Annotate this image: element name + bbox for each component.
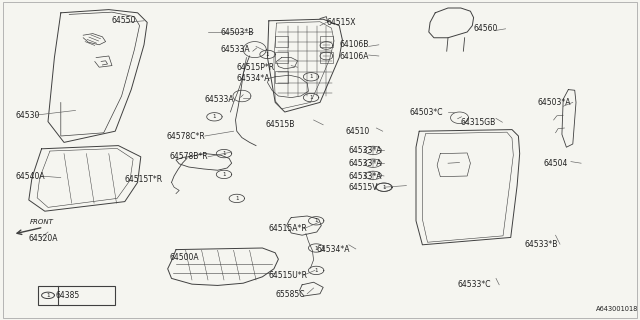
Text: 64560: 64560 bbox=[474, 24, 498, 33]
Bar bbox=[320, 36, 333, 47]
Text: 1: 1 bbox=[235, 196, 239, 201]
Bar bbox=[275, 71, 288, 83]
Text: 64315GB: 64315GB bbox=[461, 118, 496, 127]
Text: 64515X: 64515X bbox=[326, 18, 356, 27]
Text: 64533*C: 64533*C bbox=[458, 280, 491, 289]
Text: 64515A*R: 64515A*R bbox=[269, 224, 308, 233]
Text: 64578B*R: 64578B*R bbox=[170, 152, 208, 161]
Text: 64533*B: 64533*B bbox=[525, 240, 558, 249]
Text: 64510: 64510 bbox=[346, 127, 370, 136]
Text: 1: 1 bbox=[212, 114, 216, 119]
Text: 1: 1 bbox=[314, 218, 318, 223]
Text: 64385: 64385 bbox=[55, 291, 79, 300]
Text: 1: 1 bbox=[46, 293, 50, 298]
Text: 64533A: 64533A bbox=[221, 45, 250, 54]
Text: 64533A: 64533A bbox=[205, 95, 234, 104]
Text: A643001018: A643001018 bbox=[596, 306, 639, 312]
Text: 64503*B: 64503*B bbox=[221, 28, 254, 36]
Text: 64106A: 64106A bbox=[339, 52, 369, 60]
Text: 64534*A: 64534*A bbox=[317, 245, 350, 254]
Text: 65585C: 65585C bbox=[275, 290, 305, 299]
Text: 64515V: 64515V bbox=[349, 183, 378, 192]
Text: 64578C*R: 64578C*R bbox=[166, 132, 205, 140]
Bar bbox=[38, 286, 115, 305]
Text: 1: 1 bbox=[314, 245, 318, 251]
Text: 64533*A: 64533*A bbox=[349, 146, 382, 155]
Text: 64503*A: 64503*A bbox=[538, 98, 571, 107]
Text: 64504: 64504 bbox=[544, 159, 568, 168]
Text: 1: 1 bbox=[222, 151, 226, 156]
Text: 64515B: 64515B bbox=[266, 120, 295, 129]
Text: 64503*C: 64503*C bbox=[410, 108, 443, 116]
Text: 64540A: 64540A bbox=[16, 172, 45, 180]
Bar bbox=[320, 52, 333, 63]
Text: 64106B: 64106B bbox=[339, 40, 369, 49]
Text: FRONT: FRONT bbox=[29, 219, 54, 225]
Text: 1: 1 bbox=[309, 95, 313, 100]
Text: 64515U*R: 64515U*R bbox=[269, 271, 308, 280]
Text: 1: 1 bbox=[222, 172, 226, 177]
Bar bbox=[275, 52, 288, 63]
Text: 64520A: 64520A bbox=[29, 234, 58, 243]
Text: 64530: 64530 bbox=[16, 111, 40, 120]
Text: 64533*A: 64533*A bbox=[349, 172, 382, 180]
Text: 64550: 64550 bbox=[112, 16, 136, 25]
Text: 1: 1 bbox=[309, 74, 313, 79]
Text: 64515T*R: 64515T*R bbox=[125, 175, 163, 184]
Text: 64515P*R: 64515P*R bbox=[237, 63, 275, 72]
Text: 64500A: 64500A bbox=[170, 253, 199, 262]
Text: 1: 1 bbox=[266, 52, 269, 57]
Bar bbox=[275, 36, 288, 47]
Text: 1: 1 bbox=[382, 185, 386, 190]
Text: 1: 1 bbox=[314, 268, 318, 273]
Text: 64534*A: 64534*A bbox=[237, 74, 270, 83]
Text: 64533*A: 64533*A bbox=[349, 159, 382, 168]
